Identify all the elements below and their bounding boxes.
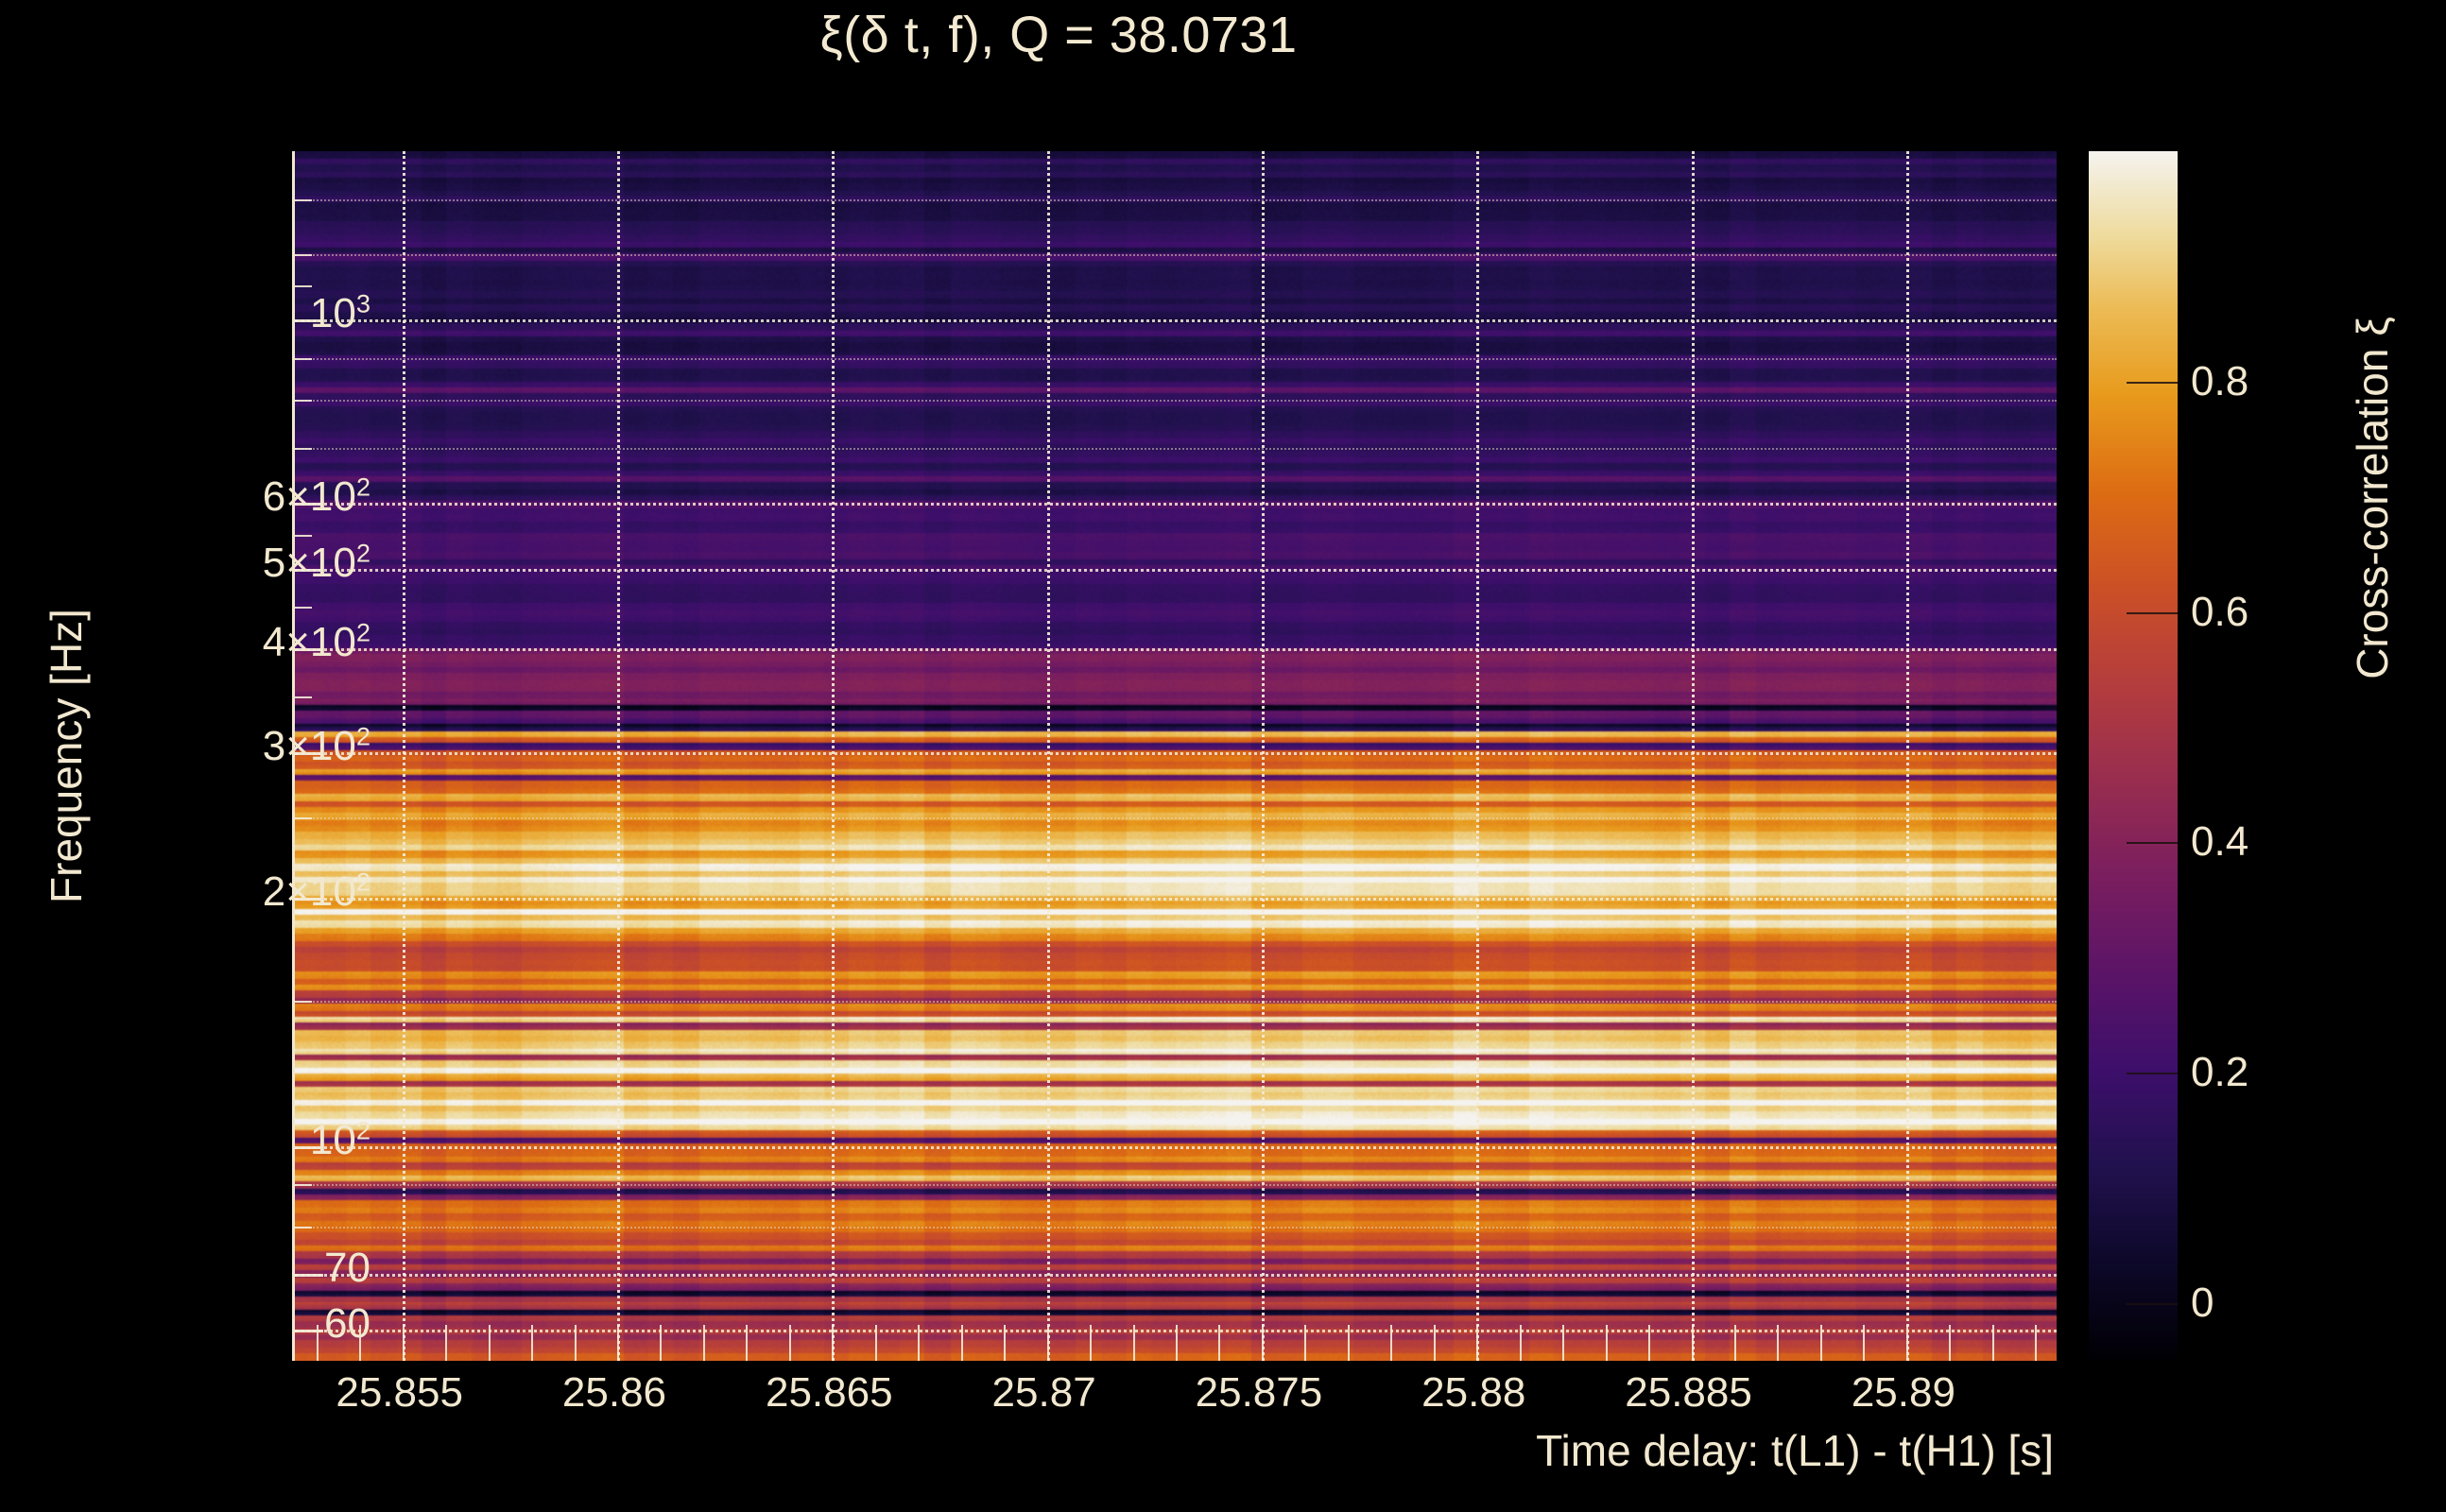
y-tick-label: 3×102 bbox=[262, 721, 370, 769]
y-tick-label: 5×102 bbox=[262, 538, 370, 586]
colorbar-tick bbox=[2127, 1303, 2178, 1306]
colorbar-tick bbox=[2127, 842, 2178, 845]
y-tick-label: 102 bbox=[309, 1115, 370, 1163]
heatmap-canvas bbox=[295, 151, 2057, 1361]
colorbar-tick-label: 0.6 bbox=[2191, 588, 2249, 635]
y-tick-label: 103 bbox=[309, 288, 370, 337]
colorbar-tick bbox=[2127, 611, 2178, 614]
x-tick-label: 25.865 bbox=[765, 1369, 893, 1416]
y-tick-label: 2×102 bbox=[262, 867, 370, 915]
spectrogram-plot-area[interactable] bbox=[292, 151, 2057, 1361]
colorbar-tick bbox=[2127, 1073, 2178, 1075]
y-tick-label: 6×102 bbox=[262, 472, 370, 521]
colorbar-label: Cross-correlation ξ bbox=[2348, 317, 2397, 679]
colorbar-wrap[interactable] bbox=[2089, 151, 2178, 1361]
colorbar-tick-label: 0.8 bbox=[2191, 357, 2249, 404]
y-tick-label: 4×102 bbox=[262, 617, 370, 666]
y-axis-label-wrap: Frequency [Hz] bbox=[38, 151, 95, 1361]
x-tick-label: 25.88 bbox=[1421, 1369, 1526, 1416]
y-tick-label: 60 bbox=[324, 1299, 370, 1347]
x-tick-label: 25.875 bbox=[1195, 1369, 1323, 1416]
colorbar-tick-label: 0.2 bbox=[2191, 1049, 2249, 1096]
y-axis-label: Frequency [Hz] bbox=[42, 609, 91, 903]
colorbar-tick-label: 0 bbox=[2191, 1280, 2214, 1327]
x-tick-label: 25.89 bbox=[1851, 1369, 1955, 1416]
x-tick-label: 25.87 bbox=[991, 1369, 1096, 1416]
colorbar-gradient bbox=[2089, 151, 2178, 1361]
x-tick-label: 25.86 bbox=[561, 1369, 667, 1416]
x-axis-label: Time delay: t(L1) - t(H1) [s] bbox=[1536, 1426, 2054, 1475]
colorbar-tick-label: 0.4 bbox=[2191, 818, 2249, 866]
x-tick-label: 25.885 bbox=[1625, 1369, 1752, 1416]
colorbar-label-wrap: Cross-correlation ξ bbox=[2344, 151, 2401, 1361]
plot-title: ξ(δ t, f), Q = 38.0731 bbox=[819, 7, 1298, 63]
colorbar-tick bbox=[2127, 381, 2178, 384]
x-tick-label: 25.855 bbox=[336, 1369, 463, 1416]
y-tick-label: 70 bbox=[324, 1245, 370, 1292]
